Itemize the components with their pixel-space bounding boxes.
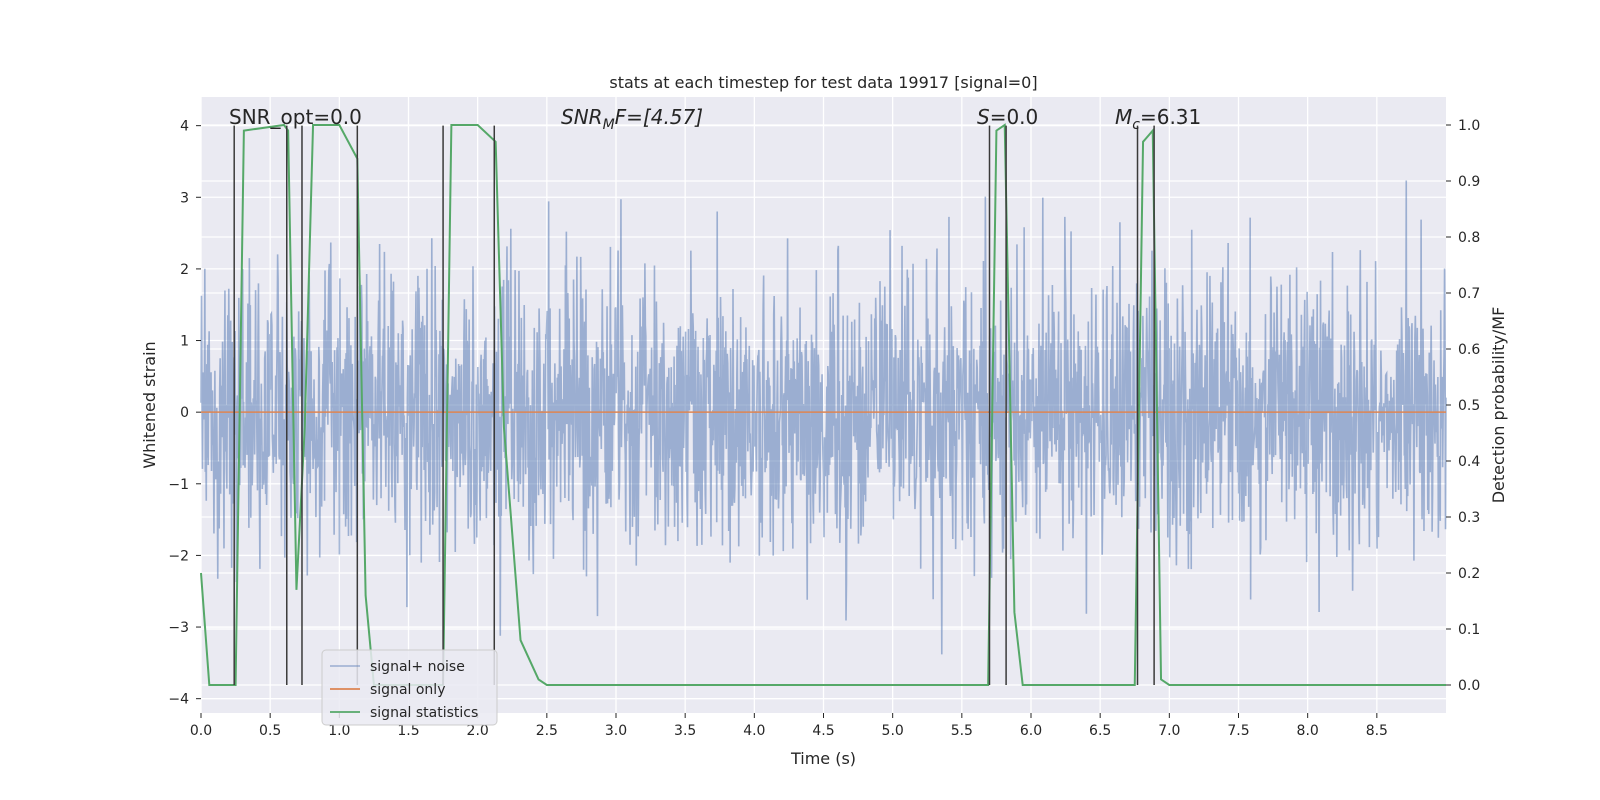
y2-tick-label: 0.0: [1458, 678, 1480, 694]
annotation-mc-main: M: [1115, 105, 1132, 129]
annotation-snr-opt: SNR_opt=0.0: [229, 105, 362, 129]
x-tick-label: 2.5: [536, 723, 558, 739]
y2-tick-label: 0.9: [1458, 174, 1480, 190]
chart-title: stats at each timestep for test data 199…: [609, 73, 1037, 92]
x-tick-label: 7.0: [1158, 723, 1180, 739]
annotation-snr-mf-main: SNR: [561, 105, 603, 129]
y2-tick-label: 0.8: [1458, 230, 1480, 246]
legend-label: signal only: [370, 682, 445, 698]
x-tick-label: 5.0: [882, 723, 904, 739]
y-tick-label: 0: [180, 405, 189, 421]
annotation-mc-rest: =6.31: [1140, 105, 1201, 129]
y-tick-label: 2: [180, 262, 189, 278]
y2-tick-label: 0.1: [1458, 622, 1480, 638]
y-tick-label: 1: [180, 334, 189, 350]
y2-tick-label: 0.6: [1458, 342, 1480, 358]
annotation-snr-mf-rest: F=[4.57]: [615, 105, 703, 129]
legend-box: [321, 649, 498, 726]
y-tick-label: 3: [180, 190, 189, 206]
y2-axis-label: Detection probability/MF: [1489, 307, 1508, 504]
y2-tick-label: 0.2: [1458, 566, 1480, 582]
annotation-s-main: S: [977, 105, 990, 129]
legend: signal+ noise signal only signal statistic…: [321, 649, 498, 726]
x-tick-label: 6.0: [1020, 723, 1042, 739]
x-tick-label: 1.0: [328, 723, 350, 739]
annotation-mc-sub: c: [1132, 117, 1140, 133]
x-tick-label: 5.5: [951, 723, 973, 739]
y2-tick-label: 0.4: [1458, 454, 1480, 470]
x-tick-label: 6.5: [1089, 723, 1111, 739]
series-group: [200, 123, 1447, 686]
y2-tick-label: 0.5: [1458, 398, 1480, 414]
x-tick-label: 4.5: [812, 723, 834, 739]
x-axis-label: Time (s): [790, 749, 856, 768]
x-tick-label: 0.5: [259, 723, 281, 739]
x-tick-label: 1.5: [397, 723, 419, 739]
series-line-signal-noise: [200, 180, 1447, 655]
x-tick-label: 8.0: [1297, 723, 1319, 739]
y-tick-label: 4: [180, 119, 189, 135]
x-tick-label: 2.0: [467, 723, 489, 739]
x-tick-label: 4.0: [743, 723, 765, 739]
legend-label: signal+ noise: [370, 659, 465, 675]
annotation-snr-mf-sub: M: [603, 117, 615, 133]
y2-tick-label: 0.7: [1458, 286, 1480, 302]
x-tick-label: 3.5: [674, 723, 696, 739]
y-axis-label: Whitened strain: [140, 341, 159, 468]
legend-label: signal statistics: [370, 705, 478, 721]
tick-group: 0.0 0.5 1.0 1.5 2.0 2.5 3.0 3.5 4.0 4.5 5.0 5.5 6.0 6…: [168, 118, 1480, 739]
y-tick-label: −2: [168, 548, 189, 564]
annotation-mc: Mc=6.31: [1115, 105, 1201, 133]
annotation-snr-mf: SNRMF=[4.57]: [561, 105, 703, 133]
y-tick-label: −4: [168, 692, 189, 708]
y-tick-label: −3: [168, 620, 189, 636]
annotation-s-rest: =0.0: [990, 105, 1039, 129]
annotation-s: S=0.0: [977, 105, 1038, 129]
series-line-signal-statistics: [200, 123, 1446, 686]
x-tick-label: 3.0: [605, 723, 627, 739]
y2-tick-label: 1.0: [1458, 118, 1480, 134]
x-tick-label: 8.5: [1366, 723, 1388, 739]
vertical-markers: [233, 125, 1155, 685]
x-tick-label: 0.0: [190, 723, 212, 739]
x-tick-label: 7.5: [1227, 723, 1249, 739]
y2-tick-label: 0.3: [1458, 510, 1480, 526]
y-tick-label: −1: [168, 477, 189, 493]
